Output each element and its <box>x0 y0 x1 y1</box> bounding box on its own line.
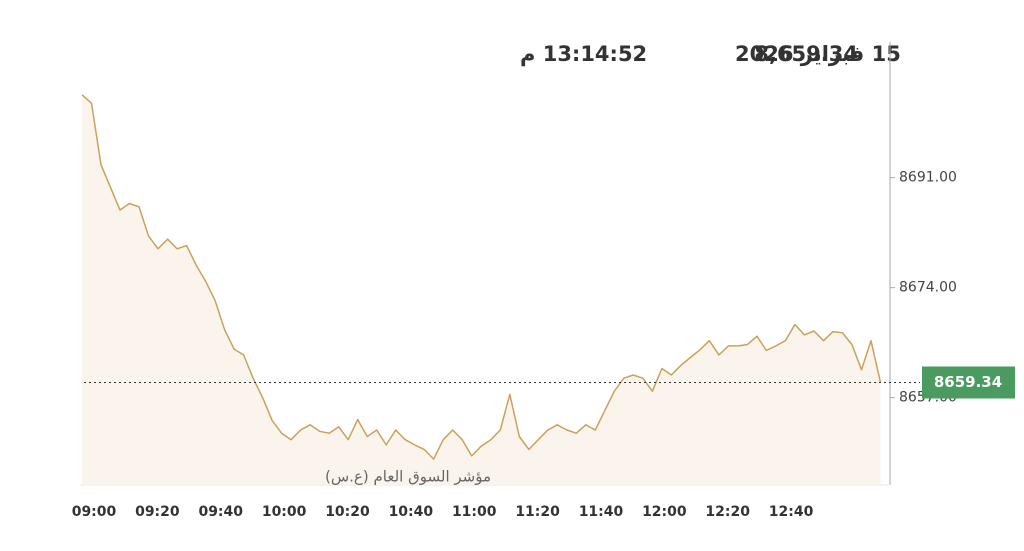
last-value-label: 8659.34 <box>934 373 1002 391</box>
x-tick-label: 11:40 <box>579 504 624 520</box>
header-value: 8,659.34 <box>754 42 858 66</box>
x-tick-label: 10:00 <box>262 504 307 520</box>
x-tick-label: 12:20 <box>705 504 750 520</box>
x-tick-label: 09:00 <box>72 504 117 520</box>
x-tick-label: 10:40 <box>389 504 434 520</box>
area <box>82 94 881 486</box>
index-name: مؤشر السوق العام (ع.س) <box>325 468 491 486</box>
line <box>81 94 882 460</box>
x-tick-label: 11:20 <box>515 504 560 520</box>
last-value-badge <box>922 366 1015 399</box>
x-tick-label: 10:20 <box>325 504 370 520</box>
y-tick-label: 8691.00 <box>899 170 957 186</box>
x-tick-label: 09:40 <box>198 504 243 520</box>
x-tick-label: 12:00 <box>642 504 687 520</box>
y-tick-label: 8674.00 <box>899 280 957 296</box>
x-tick-label: 11:00 <box>452 504 497 520</box>
x-tick-label: 09:20 <box>135 504 180 520</box>
x-tick-label: 12:40 <box>769 504 814 520</box>
header-time: 13:14:52 م <box>520 42 647 66</box>
header-date: 15 فبراير 2026 <box>735 42 901 66</box>
